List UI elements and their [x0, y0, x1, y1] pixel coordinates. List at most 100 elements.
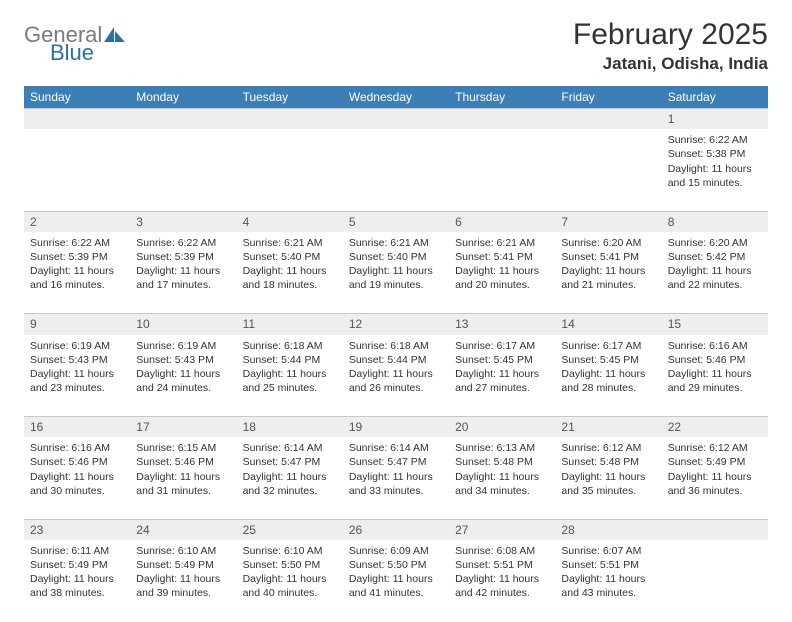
sunset-label: Sunset: 5:44 PM [349, 353, 443, 367]
day2-label: and 27 minutes. [455, 381, 549, 395]
day2-label: and 23 minutes. [30, 381, 124, 395]
sunrise-label: Sunrise: 6:12 AM [561, 441, 655, 455]
sunrise-label: Sunrise: 6:08 AM [455, 544, 549, 558]
day2-label: and 41 minutes. [349, 586, 443, 600]
sunrise-label: Sunrise: 6:22 AM [668, 133, 762, 147]
day-cell [449, 129, 555, 211]
day1-label: Daylight: 11 hours [561, 367, 655, 381]
day-number: 10 [130, 314, 236, 335]
day-cell [237, 129, 343, 211]
sunset-label: Sunset: 5:38 PM [668, 147, 762, 161]
day-cell: Sunrise: 6:15 AMSunset: 5:46 PMDaylight:… [130, 437, 236, 519]
day-number: 12 [343, 314, 449, 335]
day-cell: Sunrise: 6:08 AMSunset: 5:51 PMDaylight:… [449, 540, 555, 622]
day-number: 1 [662, 109, 768, 130]
day-number: 11 [237, 314, 343, 335]
sunrise-label: Sunrise: 6:15 AM [136, 441, 230, 455]
sunrise-label: Sunrise: 6:07 AM [561, 544, 655, 558]
day-cell: Sunrise: 6:22 AMSunset: 5:39 PMDaylight:… [24, 232, 130, 314]
day1-label: Daylight: 11 hours [561, 572, 655, 586]
day1-label: Daylight: 11 hours [561, 470, 655, 484]
location-label: Jatani, Odisha, India [573, 54, 768, 74]
day-number [555, 109, 661, 130]
day1-label: Daylight: 11 hours [243, 572, 337, 586]
sunset-label: Sunset: 5:43 PM [136, 353, 230, 367]
daynum-row: 16171819202122 [24, 417, 768, 438]
sunset-label: Sunset: 5:50 PM [243, 558, 337, 572]
day-number: 17 [130, 417, 236, 438]
day-cell: Sunrise: 6:10 AMSunset: 5:49 PMDaylight:… [130, 540, 236, 622]
sunset-label: Sunset: 5:47 PM [243, 455, 337, 469]
day-number: 14 [555, 314, 661, 335]
day-number [237, 109, 343, 130]
day1-label: Daylight: 11 hours [243, 367, 337, 381]
day-number: 9 [24, 314, 130, 335]
sunset-label: Sunset: 5:42 PM [668, 250, 762, 264]
weekday-header: Thursday [449, 86, 555, 109]
day2-label: and 15 minutes. [668, 176, 762, 190]
calendar-table: Sunday Monday Tuesday Wednesday Thursday… [24, 86, 768, 622]
day2-label: and 35 minutes. [561, 484, 655, 498]
sunset-label: Sunset: 5:40 PM [243, 250, 337, 264]
day2-label: and 16 minutes. [30, 278, 124, 292]
day1-label: Daylight: 11 hours [349, 367, 443, 381]
sunset-label: Sunset: 5:44 PM [243, 353, 337, 367]
sunset-label: Sunset: 5:51 PM [561, 558, 655, 572]
day-number: 16 [24, 417, 130, 438]
day-cell [343, 129, 449, 211]
weekday-header: Wednesday [343, 86, 449, 109]
day1-label: Daylight: 11 hours [136, 264, 230, 278]
day1-label: Daylight: 11 hours [668, 367, 762, 381]
sunset-label: Sunset: 5:41 PM [561, 250, 655, 264]
day-number: 23 [24, 519, 130, 540]
day-cell: Sunrise: 6:16 AMSunset: 5:46 PMDaylight:… [24, 437, 130, 519]
day-cell: Sunrise: 6:11 AMSunset: 5:49 PMDaylight:… [24, 540, 130, 622]
daynum-row: 9101112131415 [24, 314, 768, 335]
day1-label: Daylight: 11 hours [30, 470, 124, 484]
day1-label: Daylight: 11 hours [668, 470, 762, 484]
day-number: 20 [449, 417, 555, 438]
day1-label: Daylight: 11 hours [561, 264, 655, 278]
day-cell: Sunrise: 6:22 AMSunset: 5:39 PMDaylight:… [130, 232, 236, 314]
sunrise-label: Sunrise: 6:16 AM [668, 339, 762, 353]
weekday-header: Saturday [662, 86, 768, 109]
day-cell: Sunrise: 6:17 AMSunset: 5:45 PMDaylight:… [449, 335, 555, 417]
sunrise-label: Sunrise: 6:13 AM [455, 441, 549, 455]
day-number: 18 [237, 417, 343, 438]
day-cell [555, 129, 661, 211]
sunset-label: Sunset: 5:48 PM [561, 455, 655, 469]
day-cell: Sunrise: 6:21 AMSunset: 5:40 PMDaylight:… [237, 232, 343, 314]
day-number: 27 [449, 519, 555, 540]
day2-label: and 26 minutes. [349, 381, 443, 395]
day-cell [662, 540, 768, 622]
sunrise-label: Sunrise: 6:16 AM [30, 441, 124, 455]
day-number [449, 109, 555, 130]
day-cell: Sunrise: 6:14 AMSunset: 5:47 PMDaylight:… [343, 437, 449, 519]
sunrise-label: Sunrise: 6:19 AM [136, 339, 230, 353]
day-cell: Sunrise: 6:07 AMSunset: 5:51 PMDaylight:… [555, 540, 661, 622]
day-cell: Sunrise: 6:12 AMSunset: 5:49 PMDaylight:… [662, 437, 768, 519]
day-number: 24 [130, 519, 236, 540]
sunrise-label: Sunrise: 6:20 AM [561, 236, 655, 250]
sunset-label: Sunset: 5:43 PM [30, 353, 124, 367]
day1-label: Daylight: 11 hours [668, 264, 762, 278]
sunset-label: Sunset: 5:46 PM [30, 455, 124, 469]
day-number: 2 [24, 211, 130, 232]
day-cell: Sunrise: 6:21 AMSunset: 5:41 PMDaylight:… [449, 232, 555, 314]
day2-label: and 28 minutes. [561, 381, 655, 395]
day-number: 7 [555, 211, 661, 232]
day-cell: Sunrise: 6:12 AMSunset: 5:48 PMDaylight:… [555, 437, 661, 519]
day-number: 26 [343, 519, 449, 540]
day2-label: and 30 minutes. [30, 484, 124, 498]
day2-label: and 19 minutes. [349, 278, 443, 292]
sunset-label: Sunset: 5:48 PM [455, 455, 549, 469]
day-cell: Sunrise: 6:17 AMSunset: 5:45 PMDaylight:… [555, 335, 661, 417]
day-number: 22 [662, 417, 768, 438]
day-cell: Sunrise: 6:19 AMSunset: 5:43 PMDaylight:… [130, 335, 236, 417]
day1-label: Daylight: 11 hours [30, 367, 124, 381]
sunrise-label: Sunrise: 6:19 AM [30, 339, 124, 353]
sunset-label: Sunset: 5:51 PM [455, 558, 549, 572]
daynum-row: 232425262728 [24, 519, 768, 540]
sunset-label: Sunset: 5:40 PM [349, 250, 443, 264]
month-title: February 2025 [573, 18, 768, 52]
